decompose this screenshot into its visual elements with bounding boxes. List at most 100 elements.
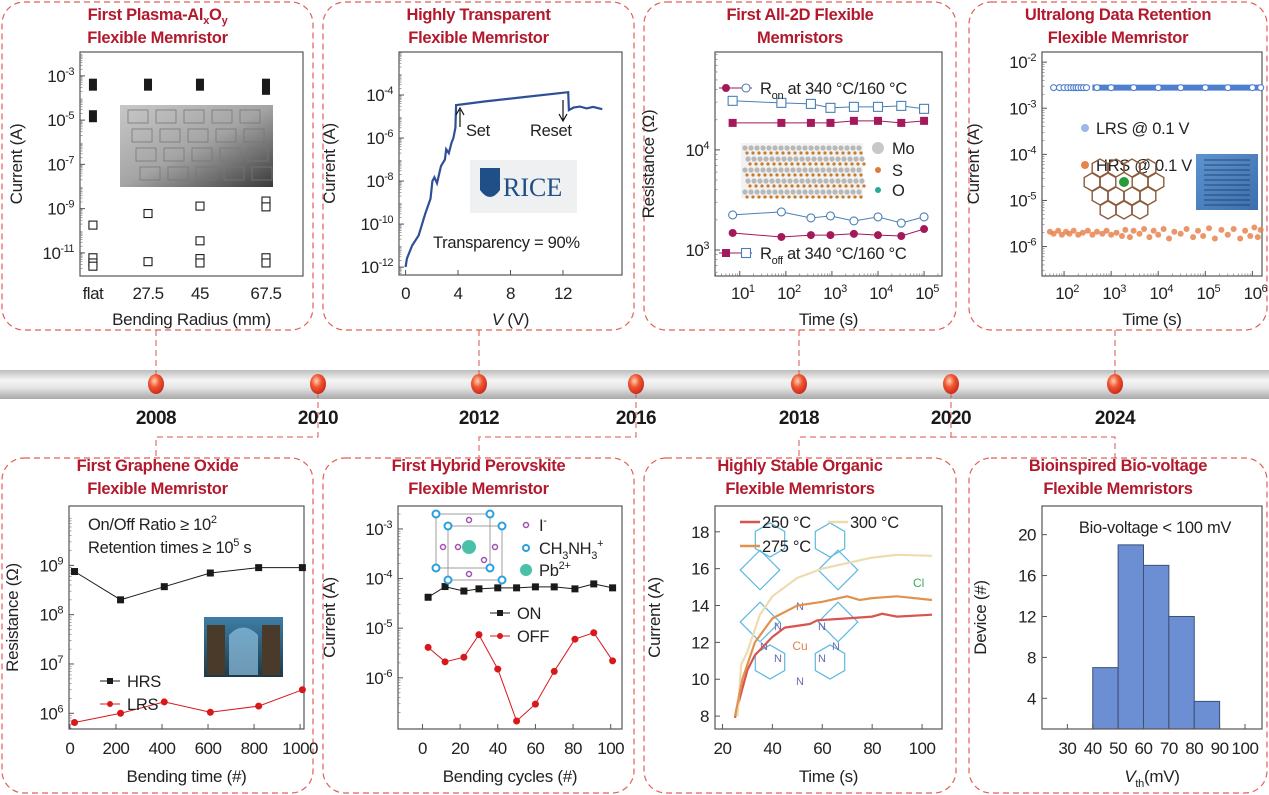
data-point: [728, 228, 737, 237]
data-point: [298, 564, 306, 572]
data-point: [1141, 226, 1148, 233]
panel-border: [643, 1, 957, 331]
mo-atom: [856, 189, 862, 195]
transparency-label: Transparency = 90%: [433, 234, 580, 252]
mo-atom: [778, 189, 784, 195]
s-atom: [745, 151, 749, 155]
legend-label-on: ON: [517, 605, 541, 623]
mo-atom: [853, 156, 859, 162]
mo-atom: [844, 145, 850, 151]
data-point: [71, 719, 79, 727]
mo-atom: [781, 178, 787, 184]
mo-atom: [820, 189, 826, 195]
device-array-cell: [155, 109, 177, 124]
y-axis-label: Device (#): [971, 580, 990, 654]
s-atom: [829, 195, 833, 199]
data-point: [1122, 226, 1129, 233]
title-part: Bioinspired Bio-voltage: [1029, 457, 1207, 475]
lead-legend-icon: [520, 564, 532, 576]
data-point: [609, 657, 617, 665]
x-tick-label: 30: [1058, 739, 1076, 758]
data-point: [1058, 231, 1065, 238]
x-tick-label: 102: [1055, 283, 1079, 303]
y-tick-label: 10-9: [47, 199, 74, 219]
device-array-cell: [139, 166, 161, 181]
s-atom: [760, 162, 764, 166]
mo-atom: [775, 156, 781, 162]
s-atom: [799, 195, 803, 199]
device-array-cell: [135, 147, 157, 162]
series-line: [427, 583, 613, 598]
cl-label: Cl: [913, 576, 924, 590]
n-label: N: [774, 653, 782, 665]
data-point: [441, 658, 449, 666]
title-part: First All-2D Flexible: [726, 6, 873, 24]
data-point: [1130, 227, 1137, 234]
data-point: [919, 103, 930, 114]
iodide-ion: [465, 570, 473, 578]
data-point: [1177, 230, 1184, 237]
data-point: [1251, 224, 1258, 231]
data-point: [1242, 227, 1249, 234]
data-point: [776, 97, 787, 108]
data-point: [1075, 231, 1082, 238]
s-atom: [859, 173, 863, 177]
data-point: [1200, 232, 1207, 239]
mo-atom: [820, 145, 826, 151]
ch3nh3-ion: [431, 509, 441, 519]
plot-frame: [1041, 51, 1263, 277]
x-tick-label: 100: [597, 739, 624, 758]
iodide-ion: [439, 543, 447, 551]
mo-atom: [742, 189, 748, 195]
s-atom: [841, 173, 845, 177]
series-roff-340-c: [728, 116, 929, 127]
device-array-cell: [183, 109, 205, 124]
connector-2010-bottom: [155, 392, 319, 458]
atom-legend-label: S: [892, 162, 903, 180]
year-label: 2010: [298, 408, 338, 429]
mo-atom: [856, 145, 862, 151]
y-tick-label: 10-5: [47, 110, 74, 130]
mo-atom: [784, 145, 790, 151]
mo-atom: [799, 178, 805, 184]
chart-7: 8 10 12 14 16 18 20 40 60 80 100 Current (A) Time (s…: [645, 505, 943, 786]
panel-border: [968, 457, 1268, 794]
mo-atom: [772, 167, 778, 173]
s-atom: [862, 162, 866, 166]
panel-title-line2: Flexible Memristor: [408, 29, 549, 47]
s-atom: [799, 151, 803, 155]
mo-atom: [754, 189, 760, 195]
data-point: [806, 118, 815, 127]
data-point: [740, 247, 752, 259]
x-tick-label: 100: [1232, 739, 1259, 758]
data-point: [1206, 225, 1213, 232]
unit-cell-back: [447, 525, 503, 581]
legend-label-lrs: LRS @ 0.1 V: [1096, 120, 1190, 138]
mo-atom: [808, 189, 814, 195]
data-point: [424, 643, 432, 651]
data-point: [1093, 84, 1101, 92]
y-tick-label: 10-3: [47, 66, 74, 86]
x-tick-label: 103: [1102, 283, 1126, 303]
data-point: [722, 84, 730, 92]
data-point: [805, 98, 816, 109]
mo-atom: [823, 178, 829, 184]
panel-4: Ultralong Data Retention Flexible Memrist…: [968, 1, 1268, 331]
mo-atom: [805, 156, 811, 162]
title-part: First Graphene Oxide: [77, 457, 239, 475]
panel-border: [643, 457, 957, 794]
x-tick-label: 20: [714, 739, 732, 758]
mo-atom: [772, 189, 778, 195]
s-atom: [823, 151, 827, 155]
mo-atom: [742, 167, 748, 173]
x-tick-label: 0: [65, 739, 74, 758]
y-tick-label: 12: [1018, 607, 1036, 626]
s-atom: [775, 195, 779, 199]
data-point: [897, 232, 906, 241]
s-atom: [775, 173, 779, 177]
s-atom: [772, 184, 776, 188]
mo-atom: [796, 167, 802, 173]
panel-5: First Graphene Oxide Flexible Memristor: [1, 457, 314, 794]
s-atom: [832, 162, 836, 166]
